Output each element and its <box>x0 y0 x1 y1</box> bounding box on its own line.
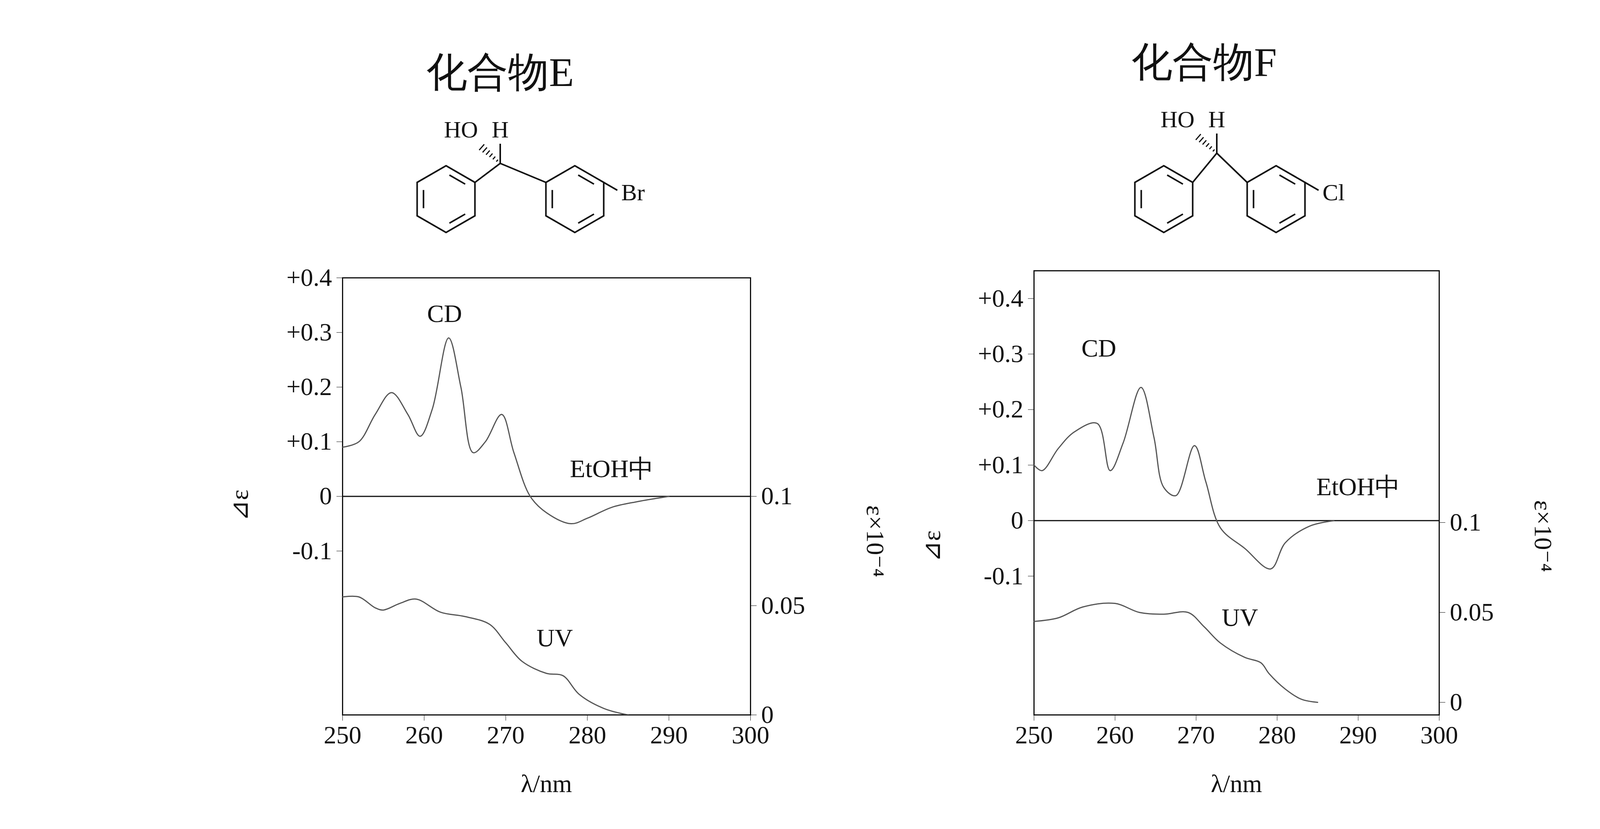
svg-text:EtOH中: EtOH中 <box>570 454 654 483</box>
svg-text:-0.1: -0.1 <box>983 561 1024 590</box>
svg-text:0.1: 0.1 <box>761 481 793 510</box>
svg-text:ε×10⁻⁴: ε×10⁻⁴ <box>1529 499 1558 572</box>
svg-text:+0.3: +0.3 <box>977 339 1024 368</box>
svg-text:260: 260 <box>405 720 443 749</box>
svg-text:Br: Br <box>621 179 645 206</box>
svg-text:0.1: 0.1 <box>1450 508 1482 536</box>
svg-text:ε×10⁻⁴: ε×10⁻⁴ <box>861 504 890 577</box>
svg-text:0: 0 <box>1011 506 1024 534</box>
svg-text:λ/nm: λ/nm <box>520 769 573 798</box>
svg-text:270: 270 <box>1177 720 1215 749</box>
svg-text:250: 250 <box>323 720 362 749</box>
svg-text:EtOH中: EtOH中 <box>1316 472 1400 501</box>
svg-text:H: H <box>491 116 509 143</box>
svg-text:CD: CD <box>1081 334 1117 363</box>
svg-text:0.05: 0.05 <box>1450 597 1494 626</box>
svg-text:化合物E: 化合物E <box>426 49 575 95</box>
svg-text:⊿ε: ⊿ε <box>917 530 946 563</box>
svg-text:0: 0 <box>1450 687 1463 716</box>
svg-text:+0.1: +0.1 <box>286 427 332 456</box>
svg-text:化合物F: 化合物F <box>1131 39 1277 85</box>
svg-text:300: 300 <box>1420 720 1459 749</box>
svg-text:Cl: Cl <box>1322 179 1345 206</box>
svg-text:300: 300 <box>731 720 770 749</box>
svg-text:290: 290 <box>650 720 688 749</box>
svg-text:H: H <box>1208 106 1226 133</box>
svg-text:CD: CD <box>427 299 463 328</box>
svg-text:280: 280 <box>1258 720 1297 749</box>
svg-text:0.05: 0.05 <box>761 591 806 620</box>
svg-text:0: 0 <box>319 481 333 510</box>
svg-text:+0.3: +0.3 <box>286 318 332 346</box>
svg-text:HO: HO <box>1160 106 1195 133</box>
svg-text:UV: UV <box>1221 603 1259 632</box>
svg-text:0: 0 <box>761 700 774 729</box>
svg-text:HO: HO <box>444 116 479 143</box>
svg-text:270: 270 <box>486 720 525 749</box>
svg-text:260: 260 <box>1096 720 1134 749</box>
svg-text:250: 250 <box>1015 720 1054 749</box>
svg-text:-0.1: -0.1 <box>292 536 332 565</box>
svg-text:+0.2: +0.2 <box>286 372 332 401</box>
svg-text:+0.2: +0.2 <box>977 394 1024 423</box>
svg-text:UV: UV <box>536 623 573 652</box>
svg-text:λ/nm: λ/nm <box>1210 769 1263 798</box>
svg-text:⊿ε: ⊿ε <box>225 489 254 522</box>
svg-text:290: 290 <box>1339 720 1377 749</box>
svg-text:+0.1: +0.1 <box>977 450 1024 479</box>
svg-text:280: 280 <box>568 720 607 749</box>
svg-text:+0.4: +0.4 <box>286 263 332 292</box>
svg-text:+0.4: +0.4 <box>977 284 1024 313</box>
